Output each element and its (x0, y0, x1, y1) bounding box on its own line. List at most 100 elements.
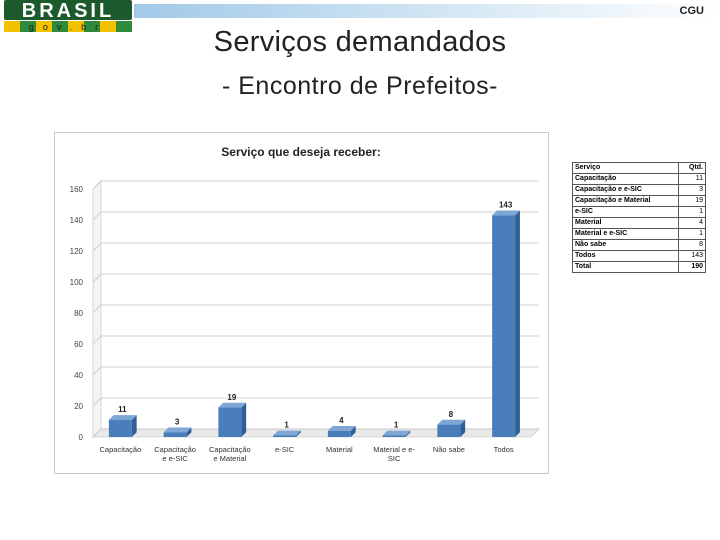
x-tick-label: Capacitação (209, 445, 251, 454)
bar-top (382, 430, 411, 436)
table-cell-qtd: 3 (678, 184, 706, 196)
table-cell-servico: Todos (572, 250, 679, 262)
gridline (92, 180, 539, 190)
logo-subtext: gov.br (29, 22, 107, 32)
bar-side (241, 402, 247, 437)
y-tick-label: 160 (70, 185, 84, 194)
gridline (92, 366, 539, 376)
data-label: 3 (175, 418, 180, 427)
table-cell-servico: Total (572, 261, 679, 273)
bar-side (131, 415, 137, 437)
bar (437, 424, 461, 437)
x-tick-label: Capacitação (154, 445, 196, 454)
table-cell-servico: Não sabe (572, 239, 679, 251)
y-tick-label: 40 (74, 371, 83, 380)
table-row: Capacitação 11 (572, 173, 706, 185)
chart-svg: Serviço que deseja receber: 0 20 40 60 80 100… (70, 145, 540, 463)
data-label: 11 (118, 405, 127, 414)
x-tick-label: SIC (388, 454, 401, 463)
gridline (92, 211, 539, 221)
data-label: 4 (339, 416, 344, 425)
y-tick-label: 60 (74, 340, 83, 349)
table-cell-servico: Capacitação e Material (572, 195, 679, 207)
chart-floor (92, 428, 540, 438)
x-tick-label: e Material (213, 454, 246, 463)
gridline (92, 304, 539, 314)
x-tick-label: Todos (494, 445, 514, 454)
y-tick-label: 100 (70, 278, 84, 287)
org-label: CGU (679, 5, 704, 17)
bar-side (350, 426, 356, 437)
x-tick-label: e e-SIC (162, 454, 188, 463)
bar (273, 435, 297, 437)
bar-side (296, 430, 301, 437)
header-gradient-strip (120, 4, 720, 18)
bar (327, 430, 351, 437)
chart-title: Serviço que deseja receber: (221, 145, 380, 159)
table-row: Não sabe 8 (572, 239, 706, 251)
table-cell-qtd: 19 (678, 195, 706, 207)
bar-top (327, 426, 356, 431)
bar-top (218, 402, 247, 408)
table-cell-qtd: 190 (678, 261, 706, 273)
brasil-logo-image: BRASIL gov.br (0, 0, 134, 33)
summary-table: Serviço Qtd. Capacitação 11 Capacitação e … (572, 162, 706, 273)
gridline (92, 242, 539, 252)
table-row: Capacitação e Material 19 (572, 195, 706, 207)
bar-top (437, 419, 466, 425)
gridline (92, 273, 539, 283)
table-header-row: Serviço Qtd. (572, 162, 706, 174)
page-subtitle: - Encontro de Prefeitos- (221, 72, 498, 100)
bar (163, 432, 187, 437)
table-cell-qtd: 8 (678, 239, 706, 251)
table-row: Material e e-SIC 1 (572, 228, 706, 240)
table-cell-servico: Capacitação (572, 173, 679, 185)
bar-side (405, 430, 411, 437)
table-cell-qtd: 1 (678, 228, 706, 240)
plot-area: 02040608010012014016011Capacitação3Capac… (70, 180, 540, 463)
gridline (92, 397, 539, 407)
table-cell-servico: Capacitação e e-SIC (572, 184, 679, 196)
table-row: Capacitação e e-SIC 3 (572, 184, 706, 196)
data-label: 1 (284, 421, 289, 430)
table-cell-servico: Material (572, 217, 679, 229)
bar-side (186, 427, 192, 437)
bar-top (108, 415, 137, 420)
gridline (92, 428, 539, 438)
data-label: 8 (449, 410, 454, 419)
table-cell-qtd: 4 (678, 217, 706, 229)
bar-side (515, 210, 520, 437)
table-total-row: Total 190 (572, 261, 706, 273)
table-row: e-SIC 1 (572, 206, 706, 218)
bar-top (163, 427, 192, 433)
bar-top (273, 430, 301, 436)
table-cell-servico: Material e e-SIC (572, 228, 679, 240)
table-cell-servico: e-SIC (572, 206, 679, 218)
table-cell-qtd: 143 (678, 250, 706, 262)
bar (382, 435, 406, 437)
bar-side (460, 419, 466, 437)
x-tick-label: e-SIC (275, 445, 295, 454)
logo-text: BRASIL (22, 0, 114, 22)
table-cell-qtd: 1 (678, 206, 706, 218)
gridline (92, 335, 539, 345)
y-tick-label: 0 (79, 433, 84, 442)
table-header-servico: Serviço (572, 162, 679, 174)
x-tick-label: Material e e- (373, 445, 415, 454)
data-label: 1 (394, 421, 399, 430)
x-tick-label: Material (326, 445, 353, 454)
bar (492, 215, 516, 437)
table-body: Capacitação 11 Capacitação e e-SIC 3 Capacit… (572, 173, 706, 273)
y-tick-label: 80 (74, 309, 83, 318)
bar-top (492, 210, 520, 216)
table-row: Todos 143 (572, 250, 706, 262)
x-tick-label: Capacitação (100, 445, 142, 454)
table-header-qtd: Qtd. (678, 162, 706, 174)
page-title: Serviços demandados (213, 26, 507, 58)
data-label: 19 (227, 393, 236, 402)
bar-chart: Serviço que deseja receber: 0 20 40 60 80 100… (54, 132, 549, 474)
bar (218, 407, 242, 437)
bar (108, 419, 132, 437)
brasil-logo: BRASIL gov.br (0, 0, 134, 33)
table-row: Material 4 (572, 217, 706, 229)
